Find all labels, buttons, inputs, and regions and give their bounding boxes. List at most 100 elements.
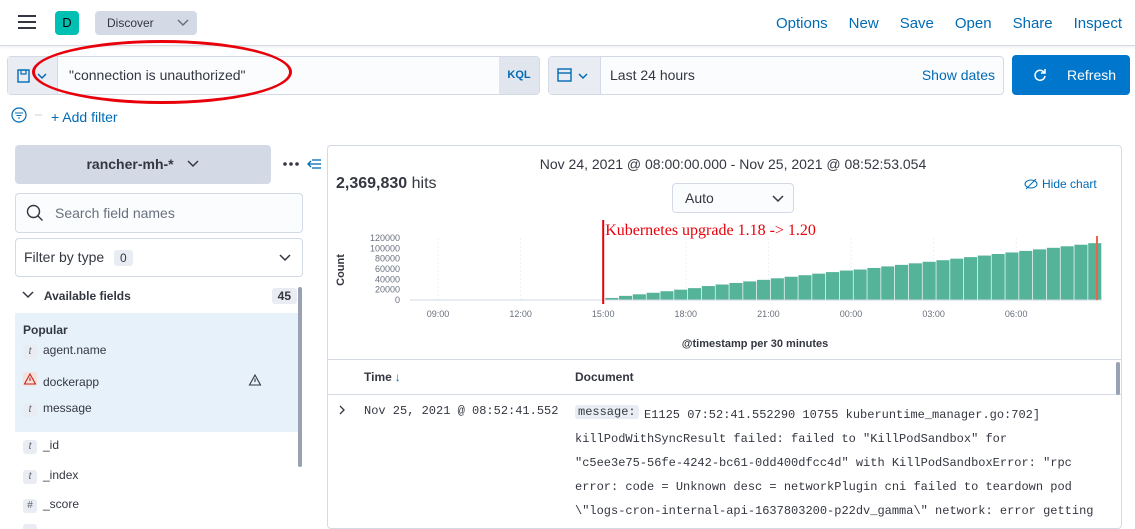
histogram-bar: [922, 261, 936, 300]
histogram-bar: [798, 275, 812, 300]
sidebar-scrollbar[interactable]: [298, 287, 302, 467]
histogram-bar: [1033, 249, 1047, 300]
chevron-down-icon: [22, 291, 34, 299]
quick-select-button[interactable]: [549, 57, 601, 94]
histogram-bar: [632, 294, 646, 300]
y-tick-label: 120000: [370, 233, 400, 243]
expand-row-icon[interactable]: [337, 404, 347, 416]
field-dockerapp[interactable]: dockerapp: [23, 372, 99, 389]
field-agent-name[interactable]: t agent.name: [23, 343, 106, 359]
x-tick-label: 09:00: [427, 309, 450, 319]
y-tick-label: 100000: [370, 243, 400, 253]
histogram-bar: [839, 270, 853, 300]
field-score[interactable]: # _score: [23, 497, 79, 513]
more-options-icon[interactable]: [282, 160, 300, 168]
histogram-bar: [950, 258, 964, 300]
time-range-label[interactable]: Last 24 hours: [610, 67, 695, 83]
hide-chart-label: Hide chart: [1042, 177, 1097, 191]
add-filter-link[interactable]: + Add filter: [51, 109, 118, 125]
interval-select[interactable]: Auto: [672, 183, 794, 213]
histogram-bar: [936, 260, 950, 300]
filter-count-badge: 0: [114, 250, 133, 266]
histogram-bar: [715, 284, 729, 300]
top-nav: D Discover Options New Save Open Share I…: [0, 0, 1135, 46]
options-link[interactable]: Options: [775, 14, 828, 32]
index-pattern-label: rancher-mh-*: [86, 156, 174, 172]
histogram-bar: [867, 267, 881, 300]
string-type-icon: t: [23, 403, 37, 417]
y-tick-label: 60000: [375, 264, 400, 274]
document-line: E1125 07:52:41.552290 10755 kuberuntime_…: [644, 408, 1041, 422]
histogram-bar: [1060, 246, 1074, 300]
space-avatar[interactable]: D: [55, 11, 79, 35]
field-search-input[interactable]: Search field names: [15, 193, 303, 233]
refresh-button[interactable]: Refresh: [1012, 55, 1130, 95]
save-link[interactable]: Save: [899, 14, 934, 32]
number-type-icon: #: [23, 499, 37, 513]
collapse-sidebar-icon[interactable]: [306, 157, 322, 171]
histogram-bar: [660, 291, 674, 300]
chevron-down-icon: [772, 195, 784, 203]
x-tick-label: 00:00: [840, 309, 863, 319]
document-line: killPodWithSyncResult failed: failed to …: [575, 432, 1008, 446]
inspect-link[interactable]: Inspect: [1073, 14, 1122, 32]
chevron-down-icon[interactable]: [176, 15, 190, 29]
available-fields-label: Available fields: [43, 289, 131, 303]
histogram-bar: [701, 286, 715, 300]
histogram-bar: [1019, 250, 1033, 300]
show-dates-link[interactable]: Show dates: [921, 67, 995, 83]
x-axis-label: @timestamp per 30 minutes: [682, 338, 828, 350]
index-pattern-selector[interactable]: rancher-mh-*: [15, 145, 271, 184]
table-scrollbar[interactable]: [1116, 362, 1120, 395]
open-link[interactable]: Open: [954, 14, 992, 32]
histogram-bar: [605, 297, 619, 300]
histogram-bar: [1046, 247, 1060, 300]
row-timestamp: Nov 25, 2021 @ 08:52:41.552: [364, 404, 559, 418]
field-key-badge: message:: [575, 405, 639, 419]
menu-icon[interactable]: [18, 15, 36, 29]
document-line: error: code = Unknown desc = networkPlug…: [575, 480, 1072, 494]
search-icon: [26, 204, 43, 221]
share-link[interactable]: Share: [1012, 14, 1053, 32]
kql-toggle[interactable]: KQL: [499, 57, 539, 94]
histogram-bar: [826, 272, 840, 300]
filter-by-type-button[interactable]: Filter by type 0: [15, 238, 303, 277]
chevron-down-icon: [279, 254, 291, 262]
eye-closed-icon: [1024, 178, 1038, 190]
histogram-bar: [619, 295, 633, 300]
histogram-bar: [770, 278, 784, 300]
new-link[interactable]: New: [848, 14, 879, 32]
x-tick-label: 18:00: [675, 309, 698, 319]
y-tick-label: 0: [395, 295, 400, 305]
field-partial[interactable]: [23, 524, 37, 529]
sort-desc-icon[interactable]: ↓: [394, 370, 401, 384]
field-index[interactable]: t _index: [23, 468, 78, 484]
x-tick-label: 21:00: [757, 309, 780, 319]
histogram-bar: [784, 276, 798, 300]
histogram-bar: [1088, 243, 1102, 300]
field-message[interactable]: t message: [23, 401, 92, 417]
field-name: dockerapp: [43, 375, 100, 389]
hide-chart-button[interactable]: Hide chart: [1024, 177, 1097, 191]
document-line: \"logs-cron-internal-api-1637803200-p22d…: [575, 504, 1094, 518]
field-id[interactable]: t _id: [23, 438, 59, 454]
annotation-text: Kubernetes upgrade 1.18 -> 1.20: [605, 222, 816, 239]
date-picker: Last 24 hours Show dates: [548, 56, 1004, 95]
y-tick-label: 40000: [375, 274, 400, 284]
hits-label: hits: [411, 175, 437, 192]
filter-icon[interactable]: [10, 107, 44, 125]
x-tick-label: 03:00: [922, 309, 945, 319]
time-column-header[interactable]: Time ↓: [364, 370, 401, 384]
histogram-bar: [908, 263, 922, 300]
time-header-label: Time: [364, 370, 392, 384]
available-fields-header[interactable]: Available fields 45: [15, 284, 305, 308]
document-column-header: Document: [575, 370, 634, 384]
histogram-bar: [812, 273, 826, 300]
warning-icon: [248, 373, 262, 386]
y-axis-label: Count: [335, 254, 347, 286]
highlight-ellipse: [32, 40, 292, 104]
histogram-bar: [853, 269, 867, 300]
histogram-bar: [964, 257, 978, 300]
histogram-bar: [688, 288, 702, 300]
